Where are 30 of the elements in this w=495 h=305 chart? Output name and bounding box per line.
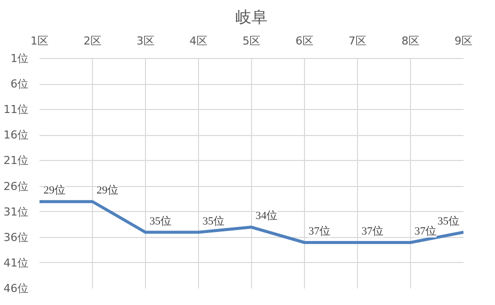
y-tick-label: 26位 (4, 180, 29, 193)
data-label: 35位 (150, 215, 172, 228)
data-label: 37位 (362, 226, 384, 238)
y-tick-label: 11位 (4, 103, 29, 116)
data-label: 37位 (414, 226, 436, 238)
line-series (40, 200, 464, 244)
y-tick-label: 16位 (4, 128, 29, 142)
x-tick-label: 1区 (30, 34, 48, 48)
x-tick-label: 8区 (402, 34, 420, 48)
x-tick-label: 4区 (190, 34, 208, 48)
chart-title: 岐阜 (236, 8, 268, 26)
data-label: 35位 (438, 215, 460, 228)
y-tick-label: 6位 (10, 78, 28, 91)
x-tick-label: 2区 (84, 34, 102, 48)
data-label: 37位 (308, 226, 330, 238)
x-tick-label: 7区 (348, 34, 366, 48)
data-label: 34位 (256, 210, 278, 222)
y-tick-label: 31位 (4, 205, 29, 218)
x-tick-label: 6区 (296, 34, 314, 48)
x-tick-label: 5区 (242, 34, 260, 48)
y-tick-label: 41位 (4, 256, 29, 270)
x-tick-label: 9区 (454, 34, 472, 48)
y-tick-label: 46位 (4, 282, 29, 295)
y-tick-label: 1位 (10, 52, 28, 65)
x-tick-label: 3区 (136, 34, 154, 48)
y-tick-label: 36位 (4, 230, 29, 244)
y-tick-label: 21位 (4, 154, 29, 168)
data-label: 29位 (44, 184, 66, 197)
data-label: 29位 (96, 184, 118, 197)
data-label: 35位 (202, 215, 224, 228)
